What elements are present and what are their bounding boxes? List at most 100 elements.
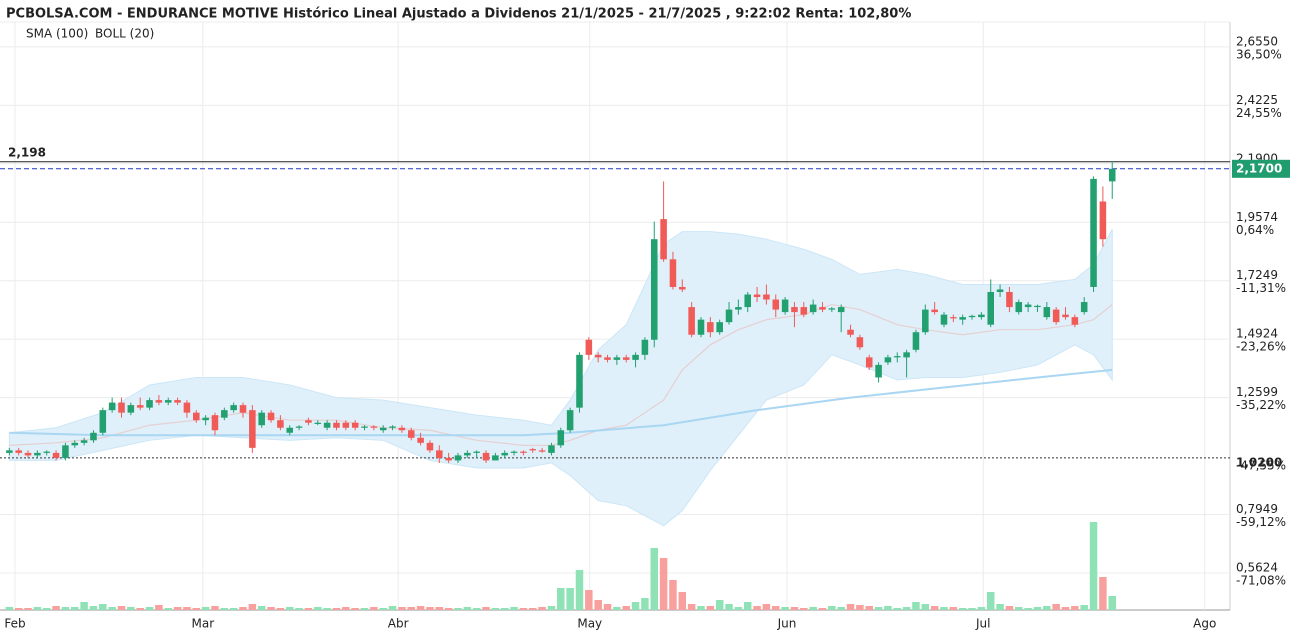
- volume-bar: [687, 604, 696, 610]
- x-tick-label: Ago: [1193, 617, 1216, 631]
- volume-bar: [884, 606, 892, 610]
- volume-bar: [753, 606, 761, 610]
- volume-bar: [613, 607, 621, 610]
- candle-body: [744, 294, 751, 308]
- y-tick-label: 2,6550: [1236, 34, 1278, 48]
- candle-body: [333, 422, 340, 428]
- volume-bar: [426, 607, 434, 610]
- candle-body: [1052, 309, 1060, 323]
- candle-body: [847, 329, 854, 335]
- y-tick-percent: -59,12%: [1236, 515, 1286, 529]
- x-tick-label: Jun: [777, 617, 797, 631]
- candle-body: [707, 322, 714, 333]
- y-tick-label: 0,5624: [1236, 560, 1278, 574]
- volume-bar: [622, 606, 630, 610]
- volume-bar: [837, 607, 845, 610]
- volume-bar: [173, 607, 182, 610]
- volume-bar: [239, 607, 247, 610]
- volume-bar: [996, 604, 1004, 610]
- candle-body: [875, 364, 882, 378]
- y-tick-label: 1,7249: [1236, 268, 1278, 282]
- candle-body: [716, 322, 723, 333]
- x-tick-label: Feb: [4, 617, 25, 631]
- volume-bar: [108, 607, 116, 610]
- volume-bar: [603, 604, 612, 610]
- candle-body: [987, 291, 995, 325]
- volume-bar: [557, 588, 565, 610]
- candle-body: [1108, 168, 1116, 182]
- volume-bar: [1061, 607, 1070, 610]
- candle-body: [996, 289, 1004, 292]
- volume-bar: [276, 608, 285, 610]
- candle-body: [735, 307, 742, 310]
- candle-body: [211, 415, 219, 431]
- candle-body: [510, 451, 518, 453]
- candle-body: [604, 357, 611, 360]
- base-line-label: 1,0200: [1236, 455, 1282, 469]
- candle-body: [52, 452, 60, 458]
- candle-body: [1071, 317, 1079, 325]
- volume-bar: [893, 608, 902, 610]
- candle-body: [118, 402, 125, 413]
- candle-body: [978, 314, 985, 318]
- volume-bar: [295, 608, 303, 610]
- volume-bar: [743, 602, 752, 610]
- volume-bar: [510, 607, 518, 610]
- volume-bar: [360, 608, 369, 610]
- candle-body: [249, 410, 256, 448]
- candle-body: [557, 430, 565, 446]
- candle-body: [1043, 307, 1051, 318]
- volume-bar: [1071, 606, 1079, 610]
- volume-bar: [183, 607, 191, 610]
- candle-body: [314, 422, 322, 424]
- volume-bar: [164, 608, 172, 610]
- volume-bar: [856, 605, 864, 610]
- volume-bar: [1099, 577, 1107, 610]
- candle-body: [650, 239, 658, 340]
- volume-bar: [715, 600, 724, 610]
- volume-bar: [248, 604, 257, 610]
- volume-bar: [416, 606, 425, 610]
- y-tick-percent: 0,64%: [1236, 223, 1274, 237]
- candle-body: [809, 304, 817, 313]
- candle-body: [62, 445, 69, 458]
- candle-body: [791, 307, 798, 313]
- volume-bar: [127, 607, 135, 610]
- candle-body: [351, 422, 359, 428]
- candle-body: [174, 400, 181, 403]
- candle-body: [379, 427, 387, 431]
- y-tick-label: 0,7949: [1236, 502, 1278, 516]
- volume-bar: [286, 607, 294, 610]
- candle-body: [305, 420, 312, 423]
- volume-bar: [89, 606, 98, 610]
- volume-bar: [136, 608, 144, 610]
- volume-bar: [257, 606, 266, 610]
- candle-body: [436, 450, 443, 458]
- volume-bar: [706, 606, 715, 610]
- chart-title: PCBOLSA.COM - ENDURANCE MOTIVE Histórico…: [6, 7, 911, 22]
- y-tick-label: 1,9574: [1236, 210, 1278, 224]
- candle-body: [538, 450, 546, 452]
- volume-bar: [379, 608, 387, 610]
- volume-bar: [398, 607, 406, 610]
- volume-bar: [986, 592, 995, 610]
- volume-bar: [725, 604, 733, 610]
- candle-body: [445, 457, 452, 461]
- candle-body: [781, 299, 789, 313]
- volume-bar: [267, 607, 275, 610]
- max-line-label: 2,198: [8, 145, 46, 159]
- volume-bar: [762, 604, 771, 610]
- volume-bar: [921, 604, 930, 610]
- volume-bar: [1080, 605, 1088, 610]
- y-tick-percent: -11,31%: [1236, 281, 1286, 295]
- volume-bar: [846, 604, 855, 610]
- candle-body: [164, 400, 172, 403]
- candle-body: [323, 422, 331, 428]
- volume-bar: [99, 604, 107, 610]
- candle-body: [679, 286, 686, 290]
- volume-bar: [342, 607, 350, 610]
- legend-entry: BOLL (20): [95, 27, 154, 41]
- volume-bar: [370, 607, 378, 610]
- volume-bar: [454, 608, 462, 610]
- candle-body: [688, 307, 695, 335]
